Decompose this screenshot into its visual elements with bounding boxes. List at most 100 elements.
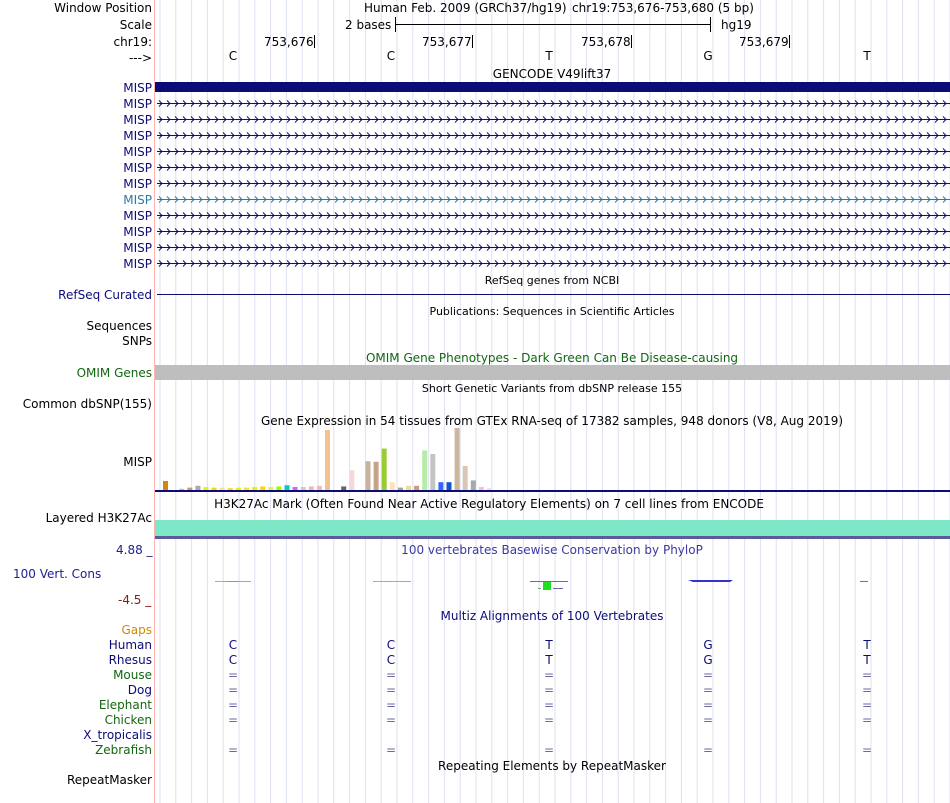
gtex-tissue-bar[interactable] [349,470,355,490]
strand-arrow [798,180,803,187]
gtex-tissue-bar[interactable] [414,485,420,490]
gencode-transcript-label[interactable]: MISP [123,129,152,143]
track-image-area[interactable]: Human Feb. 2009 (GRCh37/hg19) chr19:753,… [155,0,950,803]
gtex-bar-chart[interactable] [155,428,950,494]
gencode-transcript-label[interactable]: MISP [123,225,152,239]
strand-arrow [318,100,323,107]
gencode-transcript-label[interactable]: MISP [123,241,152,255]
gencode-transcript-label[interactable]: MISP [123,257,152,271]
gencode-exon-block[interactable] [155,82,950,92]
gtex-tissue-bar[interactable] [325,430,330,490]
gtex-tissue-bar[interactable] [487,488,492,490]
gtex-tissue-bar[interactable] [478,487,484,490]
gtex-track-label[interactable]: MISP [123,455,152,469]
publications-snps-label[interactable]: SNPs [122,334,152,348]
phylop-signal[interactable] [155,572,950,596]
h3k27ac-track-label[interactable]: Layered H3K27Ac [45,511,152,525]
gtex-tissue-bar[interactable] [300,487,306,490]
omim-gene-block[interactable] [155,365,950,380]
strand-arrow [446,148,451,155]
strand-arrow [350,244,355,251]
gtex-tissue-bar[interactable] [203,487,209,490]
strand-arrow [846,260,851,267]
strand-arrow [574,180,579,187]
strand-arrow [878,244,883,251]
gtex-tissue-bar[interactable] [244,487,249,490]
strand-arrow [758,164,763,171]
strand-arrow [582,100,587,107]
gtex-tissue-bar[interactable] [430,454,436,490]
gtex-tissue-bar[interactable] [381,448,387,490]
gencode-transcript-label[interactable]: MISP [123,113,152,127]
gtex-tissue-bar[interactable] [438,482,444,490]
chrom-label: chr19: [113,35,152,49]
publications-sequences-label[interactable]: Sequences [86,319,152,333]
strand-arrow [838,244,843,251]
gtex-tissue-bar[interactable] [276,486,282,490]
gtex-tissue-bar[interactable] [454,428,460,490]
gtex-tissue-bar[interactable] [406,485,411,490]
strand-arrow [406,100,411,107]
gtex-tissue-bar[interactable] [235,487,241,490]
refseq-track-label[interactable]: RefSeq Curated [58,288,152,302]
strand-arrow [510,116,515,123]
phylop-track-label[interactable]: 100 Vert. Cons [13,567,102,581]
strand-arrow [590,260,595,267]
strand-arrow [342,180,347,187]
h3k27ac-signal[interactable] [155,520,950,536]
strand-arrow [462,148,467,155]
gencode-transcript-label[interactable]: MISP [123,97,152,111]
strand-arrow [270,180,275,187]
gtex-tissue-bar[interactable] [470,480,476,490]
strand-arrow [326,196,331,203]
gtex-tissue-bar[interactable] [422,450,428,490]
repeatmasker-track-label[interactable]: RepeatMasker [66,773,152,787]
gtex-tissue-bar[interactable] [252,487,258,490]
gencode-transcript-label[interactable]: MISP [123,209,152,223]
gtex-tissue-bar[interactable] [211,487,217,490]
strand-arrow [206,244,211,251]
gtex-tissue-bar[interactable] [187,487,193,490]
gencode-transcript-label[interactable]: MISP [123,161,152,175]
gtex-tissue-bar[interactable] [260,486,266,490]
strand-arrow [286,148,291,155]
strand-arrow [302,132,307,139]
strand-arrow [366,164,371,171]
gtex-tissue-bar[interactable] [195,485,201,490]
strand-arrow [542,164,547,171]
dbsnp-track-label[interactable]: Common dbSNP(155) [22,397,152,411]
strand-arrow [766,260,771,267]
gtex-baseline [155,490,950,492]
gencode-intron-lines[interactable] [155,96,950,272]
omim-track-label[interactable]: OMIM Genes [76,366,152,380]
gtex-tissue-bar[interactable] [446,482,452,490]
refseq-gene-line[interactable] [157,294,950,295]
gtex-tissue-bar[interactable] [268,487,274,490]
gtex-tissue-bar[interactable] [163,481,168,490]
gencode-transcript-label[interactable]: MISP [123,177,152,191]
strand-arrow [302,164,307,171]
gtex-tissue-bar[interactable] [284,485,290,490]
gtex-tissue-bar[interactable] [397,487,403,490]
gtex-tissue-bar[interactable] [462,466,468,490]
gtex-tissue-bar[interactable] [308,486,314,490]
gtex-tissue-bar[interactable] [292,487,298,490]
gtex-tissue-bar[interactable] [179,488,185,490]
strand-arrow [566,260,571,267]
gencode-transcript-label[interactable]: MISP [123,81,152,95]
gencode-transcript-label[interactable]: MISP [123,193,152,207]
gtex-tissue-bar[interactable] [219,487,225,490]
gtex-tissue-bar[interactable] [227,488,233,490]
strand-arrow [758,116,763,123]
gtex-tissue-bar[interactable] [389,482,395,490]
position-display[interactable]: chr19:753,676-753,680 (5 bp) [572,1,754,15]
strand-arrow [286,116,291,123]
gencode-transcript-label[interactable]: MISP [123,145,152,159]
strand-arrow [326,148,331,155]
strand-arrow [838,212,843,219]
gtex-tissue-bar[interactable] [341,486,347,490]
gtex-tissue-bar[interactable] [365,461,371,490]
gtex-tissue-bar[interactable] [316,485,322,490]
strand-arrow [638,116,643,123]
gtex-tissue-bar[interactable] [373,461,379,490]
